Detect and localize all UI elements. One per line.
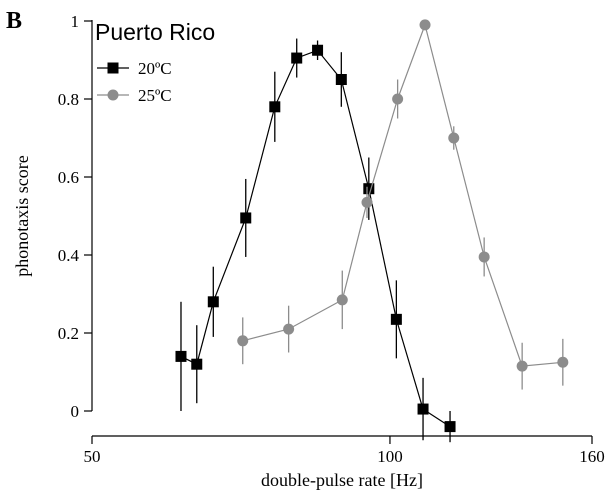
x-tick-label: 160 [579, 447, 605, 466]
data-point [444, 421, 456, 433]
legend-label-25c: 25ºC [138, 86, 172, 105]
data-point [336, 294, 348, 306]
legend: 20ºC 25ºC [97, 59, 172, 105]
series-line [180, 49, 451, 428]
y-tick-label: 0.4 [58, 246, 80, 265]
data-point [283, 323, 295, 335]
y-tick-label: 1 [71, 12, 80, 31]
data-point [312, 44, 324, 56]
y-ticks: 0 0.2 0.4 0.6 0.8 1 [58, 12, 92, 421]
data-point [335, 74, 347, 85]
y-tick-label: 0.8 [58, 90, 79, 109]
data-point [419, 19, 431, 31]
data-point [191, 358, 203, 370]
legend-label-20c: 20ºC [138, 59, 172, 78]
data-point [448, 132, 460, 144]
y-tick-label: 0.2 [58, 324, 79, 343]
data-point [237, 335, 249, 347]
y-tick-label: 0.6 [58, 168, 79, 187]
data-point [417, 403, 429, 415]
x-ticks: 50 100 160 [84, 436, 605, 466]
data-point [175, 350, 187, 362]
axes [91, 20, 592, 437]
series-layer [175, 19, 569, 443]
data-point [390, 313, 402, 325]
x-axis-label: double-pulse rate [Hz] [261, 470, 423, 490]
series-line [242, 22, 563, 367]
chart-title: Puerto Rico [95, 19, 215, 45]
legend-marker-25c [107, 89, 119, 101]
series-1 [237, 19, 569, 390]
data-point [269, 101, 281, 113]
y-axis-label: phonotaxis score [12, 155, 32, 276]
data-point [516, 360, 528, 372]
series-0 [175, 38, 456, 443]
data-point [207, 296, 219, 308]
panel-letter: B [6, 8, 22, 34]
data-point [392, 93, 404, 105]
x-tick-label: 100 [377, 447, 403, 466]
y-tick-label: 0 [71, 402, 80, 421]
data-point [478, 251, 490, 263]
data-point [291, 52, 303, 64]
data-point [240, 212, 252, 224]
data-point [363, 183, 375, 195]
legend-marker-20c [107, 62, 119, 74]
x-tick-label: 50 [84, 447, 101, 466]
data-point [557, 356, 569, 368]
data-point [361, 196, 373, 208]
